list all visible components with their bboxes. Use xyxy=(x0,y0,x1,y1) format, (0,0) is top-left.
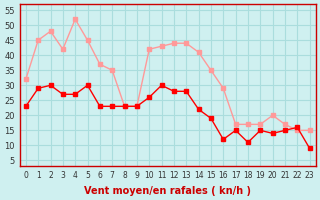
X-axis label: Vent moyen/en rafales ( kn/h ): Vent moyen/en rafales ( kn/h ) xyxy=(84,186,251,196)
